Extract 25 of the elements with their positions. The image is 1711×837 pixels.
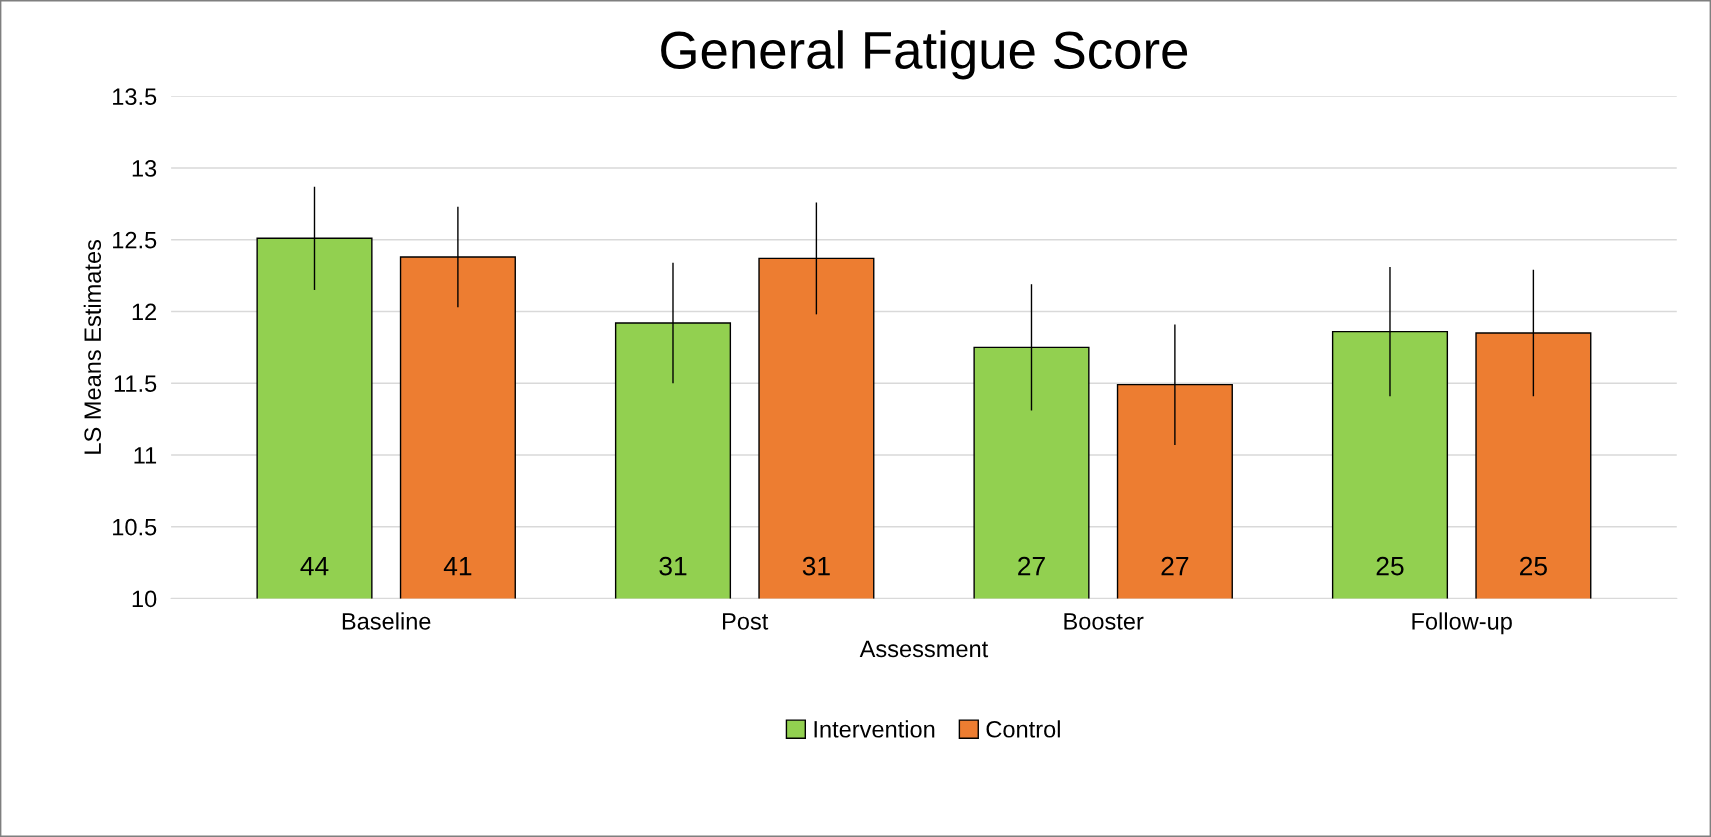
annotation: 27 bbox=[1161, 556, 1189, 576]
legend-label: Control bbox=[986, 720, 1060, 738]
y-tick-label: 10 bbox=[132, 590, 157, 608]
y-tick-label: 13 bbox=[132, 160, 157, 177]
x-tick-label: Post bbox=[723, 613, 769, 630]
y-tick-label: 12 bbox=[132, 303, 157, 321]
annotation: 31 bbox=[802, 556, 830, 576]
x-tick-label: Baseline bbox=[342, 612, 431, 630]
chart-title: General Fatigue Score bbox=[661, 30, 1188, 80]
annotation: 31 bbox=[659, 556, 687, 576]
x-tick-label: Follow-up bbox=[1412, 612, 1512, 635]
annotation: 25 bbox=[1520, 556, 1547, 576]
x-tick-label: Booster bbox=[1064, 613, 1144, 630]
y-tick-label: 10.5 bbox=[113, 518, 157, 536]
y-tick-label: 13.5 bbox=[113, 88, 157, 106]
legend-label: Intervention bbox=[814, 720, 935, 738]
annotation: 25 bbox=[1376, 556, 1404, 576]
annotation: 41 bbox=[443, 556, 472, 576]
y-axis-title: LS Means Estimates bbox=[83, 239, 102, 454]
y-tick-label: 12.5 bbox=[113, 231, 157, 249]
annotation: 27 bbox=[1018, 556, 1045, 576]
x-axis-title: Assessment bbox=[859, 640, 989, 658]
y-tick-label: 11 bbox=[134, 447, 157, 464]
y-tick-label: 11.5 bbox=[114, 375, 157, 393]
annotation: 44 bbox=[300, 556, 329, 576]
